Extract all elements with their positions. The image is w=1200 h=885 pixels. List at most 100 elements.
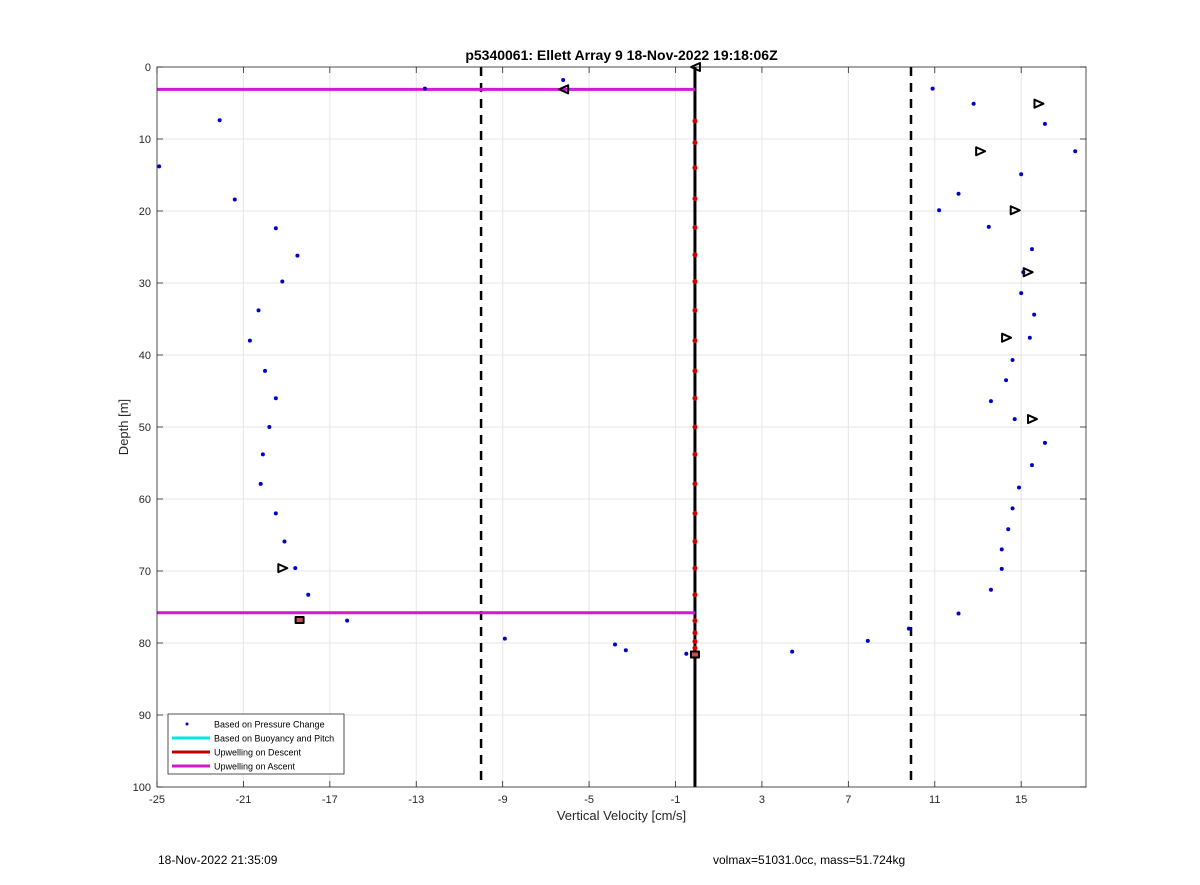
data-layer [157,62,1078,659]
y-tick-label: 90 [139,710,151,722]
x-tick-label: -1 [671,794,681,806]
descent-upwelling-point [692,639,698,645]
pressure-change-point [561,77,566,82]
pressure-change-point [988,587,993,592]
descent-upwelling-point [692,645,698,651]
legend-label: Upwelling on Ascent [214,762,296,772]
pressure-change-point [865,638,870,643]
descent-upwelling-point [692,618,698,624]
x-tick-label: 7 [845,794,851,806]
x-axis-label: Vertical Velocity [cm/s] [557,808,686,823]
y-tick-label: 100 [133,782,151,794]
pressure-change-point [1029,463,1034,468]
pressure-change-point [1010,358,1015,363]
y-tick-label: 80 [139,638,151,650]
pressure-change-point [1017,485,1022,490]
buoyancy-pitch-marker [1001,332,1013,343]
descent-upwelling-point [692,538,698,544]
buoyancy-pitch-marker [1026,414,1038,425]
pressure-change-point [1029,247,1034,252]
y-tick-label: 10 [139,134,151,146]
pressure-change-point [273,226,278,231]
legend-label: Based on Pressure Change [214,720,325,730]
descent-upwelling-point [692,424,698,430]
chart-title: p5340061: Ellett Array 9 18-Nov-2022 19:… [465,47,778,63]
descent-upwelling-point [692,451,698,457]
pressure-change-point [986,224,991,229]
pressure-change-point [623,648,628,653]
pressure-change-point [273,396,278,401]
buoyancy-pitch-marker [1033,98,1045,109]
descent-upwelling-point [692,592,698,598]
descent-upwelling-point [692,118,698,124]
pressure-change-point [613,642,618,647]
pressure-change-point [937,208,942,213]
descent-upwelling-point [692,225,698,231]
pressure-change-point [247,338,252,343]
pressure-change-point [956,191,961,196]
descent-upwelling-point [692,279,698,285]
footer-timestamp: 18-Nov-2022 21:35:09 [158,853,278,867]
legend-swatch-dot [185,722,189,726]
grid [156,66,1086,788]
buoyancy-pitch-marker [689,650,700,659]
buoyancy-pitch-marker [975,146,987,157]
descent-upwelling-point [692,565,698,571]
pressure-change-point [1012,417,1017,422]
descent-upwelling-point [692,368,698,374]
descent-upwelling-point [692,510,698,516]
footer-stats: volmax=51031.0cc, mass=51.724kg [713,853,906,867]
pressure-change-point [217,118,222,123]
y-tick-label: 30 [139,278,151,290]
y-tick-label: 70 [139,566,151,578]
legend-box [167,713,345,775]
descent-upwelling-point [692,140,698,146]
pressure-change-point [1042,121,1047,126]
pressure-change-point [260,452,265,457]
legend: Based on Pressure Change Based on Buoyanc… [167,713,345,775]
buoyancy-pitch-marker [1022,267,1034,278]
x-tick-label: -25 [149,794,165,806]
pressure-change-point [267,425,272,429]
y-tick-label: 40 [139,350,151,362]
pressure-change-point [930,86,935,91]
pressure-change-point [280,279,285,284]
pressure-change-point [906,626,911,631]
pressure-change-point [999,547,1004,552]
pressure-change-point [157,164,162,169]
buoyancy-pitch-marker [1009,205,1021,216]
descent-upwelling-point [692,252,698,258]
x-tick-label: 11 [929,794,940,806]
axis-ticks: -25 -21 -17 -13 -9 -5 -1 3 7 11 150102030405060708… [133,62,1086,806]
buoyancy-pitch-marker [277,563,289,574]
descent-upwelling-point [692,481,698,487]
pressure-change-point [282,539,287,544]
pressure-change-point [999,566,1004,571]
x-tick-label: -17 [322,794,338,806]
pressure-change-point [1073,149,1078,154]
descent-upwelling-point [692,338,698,344]
y-axis-label: Depth [m] [116,399,131,455]
pressure-change-point [263,368,268,373]
descent-upwelling-point [692,307,698,313]
legend-label: Based on Buoyancy and Pitch [214,734,334,744]
pressure-change-point [790,649,795,654]
pressure-change-point [988,399,993,404]
y-tick-label: 20 [139,206,151,218]
pressure-change-point [273,511,278,516]
pressure-change-point [1032,312,1037,317]
pressure-change-point [1010,506,1015,511]
descent-upwelling-point [692,395,698,401]
pressure-change-point [295,253,300,258]
descent-upwelling-point [692,165,698,171]
pressure-change-point [306,592,311,597]
pressure-change-point [1004,378,1009,383]
x-tick-label: -5 [584,794,594,806]
y-tick-label: 60 [139,494,151,506]
pressure-change-point [293,566,298,571]
pressure-change-point [1042,440,1047,445]
pressure-change-point [1019,291,1024,296]
pressure-change-point [684,651,689,656]
pressure-change-point [422,86,427,91]
